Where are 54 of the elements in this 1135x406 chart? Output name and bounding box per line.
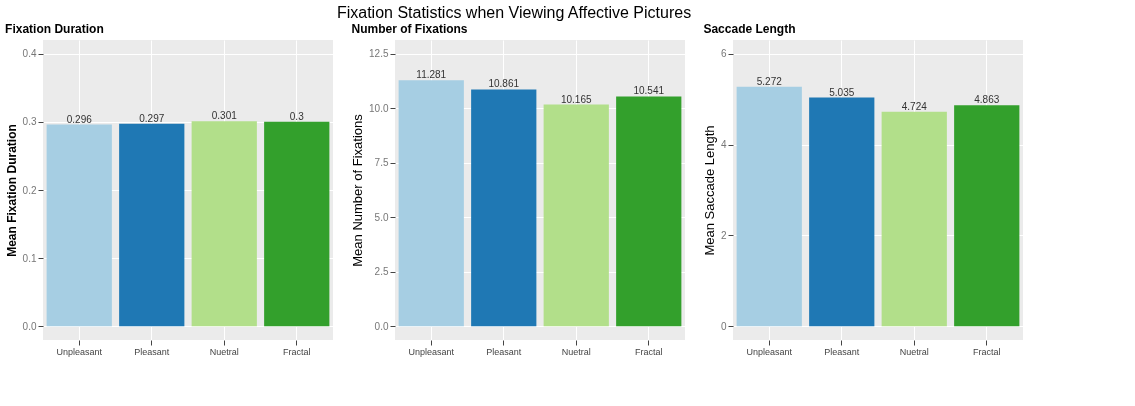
x-tick-label: Unpleasant: [746, 346, 793, 357]
y-axis-title: Mean Number of Fixations: [350, 113, 366, 267]
bar: [881, 111, 947, 327]
data-label: 5.035: [829, 86, 855, 98]
y-tick-label: 2.5: [374, 266, 389, 278]
y-tick-label: 2: [720, 229, 727, 241]
data-label: 10.541: [633, 85, 665, 97]
chart-subtitle: Fixation Duration: [5, 22, 104, 36]
data-label: 5.272: [756, 75, 783, 87]
y-tick-label: 4: [720, 139, 727, 151]
bar: [616, 96, 682, 327]
data-label: 4.863: [974, 94, 1000, 106]
y-tick-label: 0.4: [22, 48, 37, 60]
data-label: 0.3: [289, 110, 305, 122]
bar: [954, 105, 1020, 327]
y-tick-label: 0: [720, 320, 727, 332]
x-tick-label: Nuetral: [899, 346, 929, 357]
chart-title: Fixation Statistics when Viewing Affective Pictures: [336, 4, 692, 21]
x-tick-label: Pleasant: [134, 346, 170, 357]
data-label: 0.296: [66, 113, 93, 125]
x-tick-label: Fractal: [634, 346, 663, 357]
bar: [543, 104, 609, 327]
x-tick-label: Nuetral: [209, 346, 239, 357]
y-axis-title: Mean Fixation Duration: [4, 124, 19, 257]
y-tick-label: 7.5: [374, 157, 389, 169]
x-tick-label: Nuetral: [561, 346, 591, 357]
x-tick-label: Unpleasant: [408, 346, 455, 357]
data-label: 0.297: [139, 112, 165, 124]
x-tick-label: Pleasant: [824, 346, 860, 357]
x-tick-label: Fractal: [972, 346, 1001, 357]
y-axis-title: Mean Saccade Length: [701, 125, 717, 256]
chart-subtitle: Saccade Length: [703, 22, 796, 36]
y-tick-label: 0.0: [374, 320, 389, 332]
data-label: 10.165: [560, 93, 592, 105]
x-tick-label: Unpleasant: [56, 346, 103, 357]
data-label: 11.281: [416, 69, 447, 81]
y-tick-label: 0.2: [22, 184, 37, 196]
bar: [736, 86, 802, 327]
x-tick-label: Pleasant: [486, 346, 522, 357]
y-tick-label: 5.0: [374, 211, 389, 223]
bar: [398, 80, 464, 327]
y-tick-label: 6: [720, 48, 727, 60]
y-tick-label: 0.1: [22, 252, 37, 264]
data-label: 0.301: [211, 110, 238, 122]
data-label: 10.861: [488, 78, 520, 90]
y-tick-label: 10.0: [369, 102, 389, 114]
bar: [809, 97, 875, 327]
x-tick-label: Fractal: [282, 346, 311, 357]
y-tick-label: 0.0: [22, 320, 37, 332]
data-label: 4.724: [901, 100, 928, 112]
y-tick-label: 0.3: [22, 116, 37, 128]
bar: [471, 89, 537, 327]
chart-subtitle: Number of Fixations: [351, 22, 468, 36]
y-tick-label: 12.5: [369, 48, 389, 60]
